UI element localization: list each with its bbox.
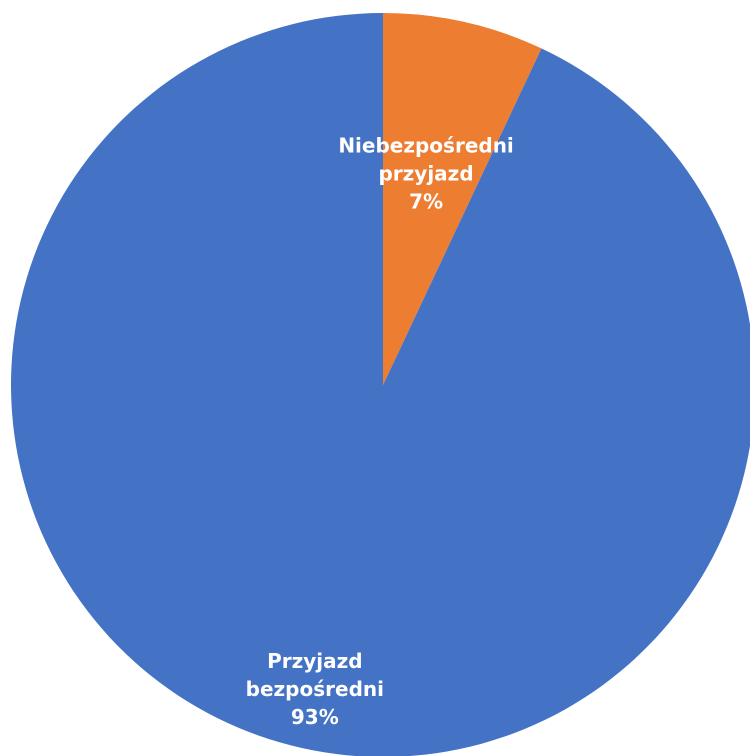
pie-slices	[11, 13, 750, 756]
slice-category-label: Niebezpośredni	[338, 133, 513, 157]
slice-category-label: przyjazd	[378, 161, 473, 185]
pie-data-label-1: Przyjazd bezpośredni 93%	[246, 648, 384, 728]
pie-slice-2	[383, 13, 542, 385]
slice-category-label: Przyjazd	[267, 648, 363, 672]
slice-percent-label: 7%	[409, 189, 443, 213]
pie-slice-1	[11, 13, 750, 756]
slice-percent-label: 93%	[291, 704, 339, 728]
pie-data-labels: Przyjazd bezpośredni 93% Niebezpośredni przy…	[246, 133, 514, 729]
pie-data-label-2: Niebezpośredni przyjazd 7%	[338, 133, 513, 213]
slice-category-label: bezpośredni	[246, 676, 384, 700]
